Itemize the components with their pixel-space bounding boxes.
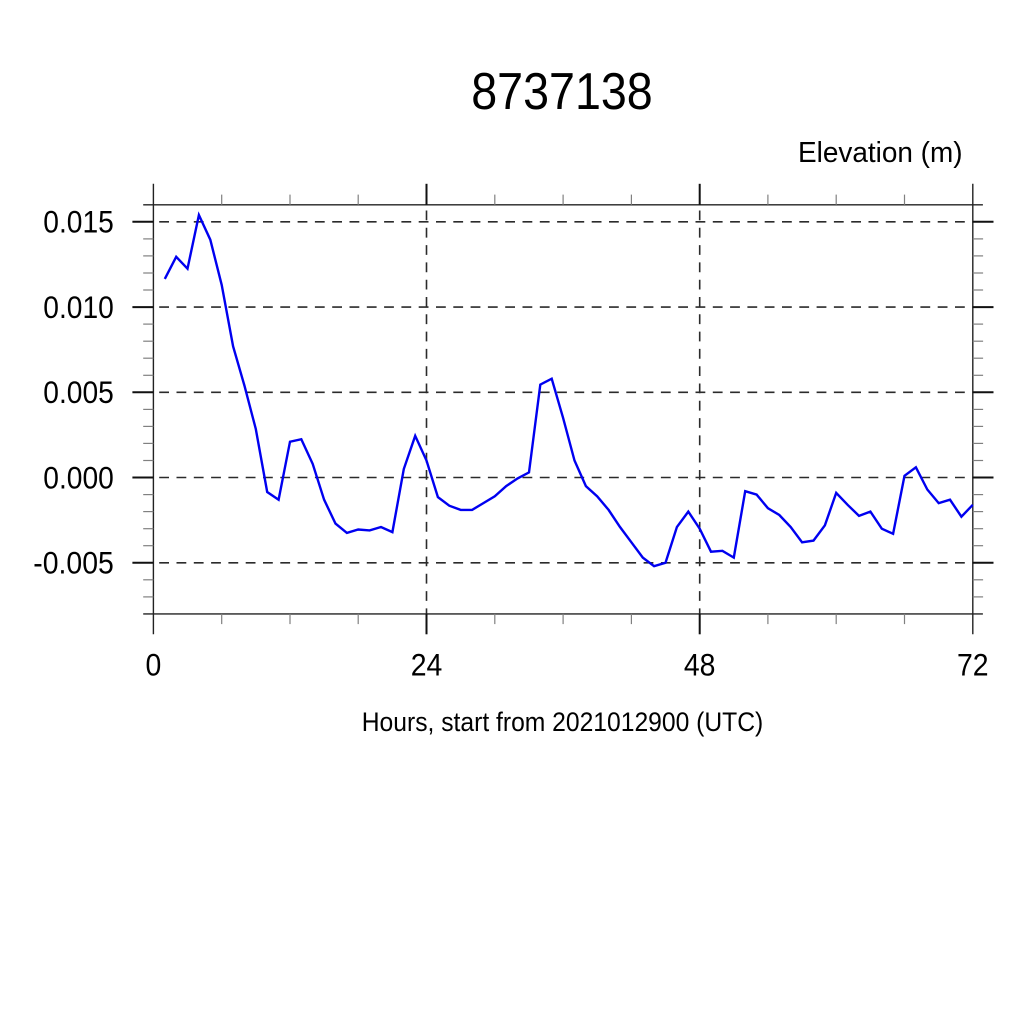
svg-text:0.015: 0.015 bbox=[43, 204, 114, 240]
svg-text:-0.005: -0.005 bbox=[33, 545, 114, 581]
svg-text:0.005: 0.005 bbox=[43, 374, 114, 410]
svg-text:0.000: 0.000 bbox=[43, 459, 114, 495]
svg-text:0.010: 0.010 bbox=[43, 289, 114, 325]
svg-text:0: 0 bbox=[146, 647, 162, 683]
svg-text:24: 24 bbox=[411, 647, 443, 683]
svg-text:8737138: 8737138 bbox=[471, 63, 653, 121]
svg-text:Hours, start from 2021012900 (: Hours, start from 2021012900 (UTC) bbox=[362, 707, 764, 737]
svg-text:72: 72 bbox=[957, 647, 989, 683]
svg-text:Elevation (m): Elevation (m) bbox=[798, 137, 963, 169]
svg-text:48: 48 bbox=[684, 647, 716, 683]
